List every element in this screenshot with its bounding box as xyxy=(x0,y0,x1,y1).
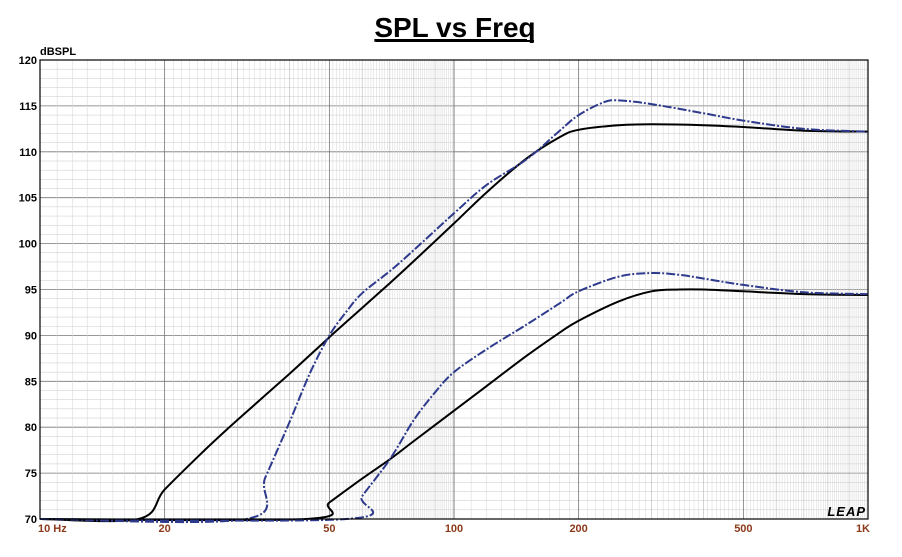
y-tick-label: 120 xyxy=(19,55,37,67)
x-tick-label: 100 xyxy=(445,523,463,535)
y-tick-label: 110 xyxy=(19,147,37,159)
spl-curve xyxy=(39,288,869,522)
spl-curve xyxy=(39,99,869,524)
plot-frame xyxy=(39,59,869,520)
leap-logo: LEAP xyxy=(827,504,866,519)
x-tick-labels: 10 Hz 20 50 100 200 500 1K xyxy=(38,523,870,535)
y-tick-label: 90 xyxy=(25,330,37,342)
y-tick-label: 85 xyxy=(25,376,37,388)
y-tick-labels: 120 115 110 105 100 95 90 85 80 75 70 xyxy=(19,55,37,526)
y-tick-label: 75 xyxy=(25,468,37,480)
x-tick-label: 200 xyxy=(569,523,587,535)
data-series xyxy=(39,99,869,524)
y-tick-label: 100 xyxy=(19,239,37,251)
x-tick-label: 10 Hz xyxy=(38,523,67,535)
chart-title: SPL vs Freq xyxy=(374,12,535,43)
grid-lines xyxy=(39,59,869,520)
x-tick-label: 1K xyxy=(856,523,870,535)
spl-curve xyxy=(39,271,869,522)
y-tick-label: 95 xyxy=(25,285,37,297)
x-tick-label: 50 xyxy=(323,523,335,535)
y-axis-unit-label: dBSPL xyxy=(40,46,76,58)
y-tick-label: 80 xyxy=(25,422,37,434)
y-tick-label: 70 xyxy=(25,514,37,526)
x-tick-label: 20 xyxy=(159,523,171,535)
y-tick-label: 115 xyxy=(19,101,37,113)
x-tick-label: 500 xyxy=(734,523,752,535)
spl-curve xyxy=(39,123,869,523)
y-tick-label: 105 xyxy=(19,193,37,205)
